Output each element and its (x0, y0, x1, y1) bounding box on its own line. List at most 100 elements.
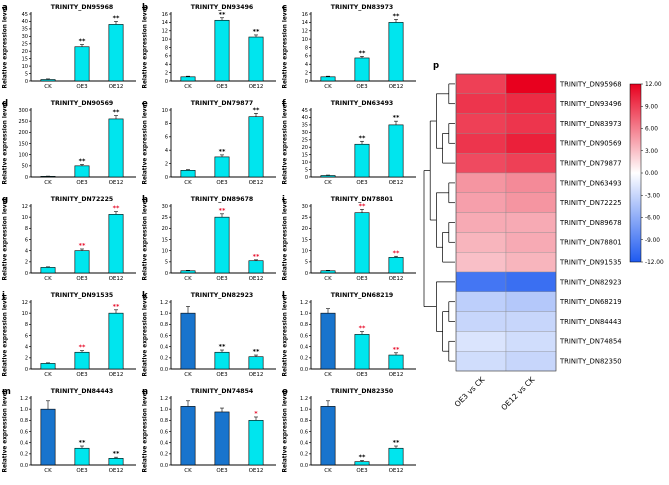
y-axis-label: Relative expression level (3, 294, 9, 376)
y-tick-label: 15 (302, 237, 308, 243)
y-tick-label: 4 (25, 344, 28, 350)
significance-mark: ** (359, 202, 366, 210)
x-tick-label: OE12 (109, 84, 124, 90)
bar-oe3 (354, 334, 370, 370)
bar-oe3 (74, 351, 90, 370)
significance-mark: ** (219, 10, 226, 18)
panel-letter: p (433, 61, 439, 71)
y-tick-label: 4 (165, 148, 168, 154)
y-tick-label: 0.2 (300, 356, 308, 362)
x-tick-label: CK (324, 276, 332, 282)
significance-mark: ** (253, 348, 260, 356)
y-tick-label: 8 (25, 322, 28, 328)
panel-l: l TRINITY_DN68219 Relative expression leve… (280, 288, 420, 384)
gene-label: TRINITY_DN91535 (559, 259, 622, 267)
x-tick-label: OE3 (216, 468, 228, 474)
gene-label: TRINITY_DN78801 (559, 239, 622, 247)
y-axis-label: Relative expression level (143, 294, 149, 376)
significance-mark: ** (113, 302, 120, 310)
y-tick-label: 1.0 (160, 311, 168, 317)
column-label: OE12 vs CK (499, 374, 537, 412)
bar-ck (320, 312, 336, 370)
y-axis-label: Relative expression level (283, 102, 289, 184)
bar-oe12 (248, 356, 264, 370)
significance-mark: ** (359, 453, 366, 461)
bar-ck (320, 406, 336, 466)
panel-letter: c (282, 3, 287, 13)
significance-mark: ** (79, 343, 86, 351)
y-tick-label: 6 (305, 54, 308, 60)
bar-ck (320, 270, 336, 274)
bar-chart-n: n TRINITY_DN74854 Relative expression leve… (142, 387, 276, 474)
x-tick-label: OE12 (249, 276, 264, 282)
heatmap-cell (505, 153, 557, 174)
panel-letter: k (142, 291, 148, 301)
y-axis-label: Relative expression level (283, 198, 289, 280)
x-tick-label: CK (44, 276, 52, 282)
y-tick-label: 25 (302, 138, 308, 144)
y-tick-label: 30 (162, 204, 168, 210)
bar-chart-h: h TRINITY_DN89678 Relative expression leve… (142, 195, 276, 282)
panel-d: d TRINITY_DN90569 Relative expression leve… (0, 96, 140, 192)
colorbar-tick-label: 6.00 (645, 127, 658, 133)
x-tick-label: OE12 (109, 276, 124, 282)
panel-letter: g (2, 195, 8, 205)
y-tick-label: 1.2 (20, 396, 28, 402)
x-tick-label: CK (184, 84, 192, 90)
heatmap-cell (505, 252, 557, 273)
gene-label: TRINITY_DN83973 (559, 120, 622, 128)
y-tick-label: 0.0 (300, 463, 308, 469)
x-tick-label: OE3 (216, 372, 228, 378)
x-tick-label: CK (44, 372, 52, 378)
panel-letter: b (142, 3, 148, 13)
y-axis-label: Relative expression level (283, 6, 289, 88)
gene-label: TRINITY_DN68219 (559, 298, 622, 306)
y-tick-label: 45 (22, 12, 28, 18)
panel-title: TRINITY_DN95968 (51, 4, 113, 11)
panel-g: g TRINITY_DN72225 Relative expression leve… (0, 192, 140, 288)
y-tick-label: 0 (25, 271, 28, 277)
y-tick-label: 0 (25, 367, 28, 373)
colorbar-tick-label: 9.00 (645, 104, 658, 110)
y-axis-label: Relative expression level (3, 6, 9, 88)
y-axis-label: Relative expression level (3, 198, 9, 280)
y-tick-label: 6 (25, 333, 28, 339)
x-tick-label: OE12 (389, 84, 404, 90)
y-axis-label: Relative expression level (283, 294, 289, 376)
y-tick-label: 15 (302, 152, 308, 158)
bar-oe3 (214, 156, 230, 178)
y-tick-label: 2 (165, 70, 168, 76)
panel-title: TRINITY_DN74854 (191, 388, 254, 395)
x-tick-label: OE3 (216, 276, 228, 282)
panel-letter: l (282, 291, 285, 301)
y-tick-label: 0.6 (20, 429, 28, 435)
y-tick-label: 10 (302, 37, 308, 43)
x-tick-label: OE12 (389, 372, 404, 378)
y-tick-label: 20 (22, 49, 28, 55)
y-tick-label: 15 (162, 237, 168, 243)
x-tick-label: OE12 (109, 180, 124, 186)
y-tick-label: 12 (162, 29, 168, 35)
significance-mark: ** (219, 147, 226, 155)
x-tick-label: OE3 (76, 468, 88, 474)
heatmap-cell (455, 172, 507, 193)
panel-c: c TRINITY_DN83973 Relative expression leve… (280, 0, 420, 96)
y-tick-label: 0.6 (160, 429, 168, 435)
heatmap-cell (455, 271, 507, 292)
y-tick-label: 0.8 (20, 418, 28, 424)
x-tick-label: OE3 (356, 372, 368, 378)
y-tick-label: 16 (302, 12, 308, 18)
y-tick-label: 12 (302, 29, 308, 35)
x-tick-label: OE3 (356, 180, 368, 186)
y-tick-label: 0 (25, 79, 28, 85)
bar-chart-e: e TRINITY_DN79877 Relative expression leve… (142, 99, 276, 186)
significance-mark: ** (219, 206, 226, 214)
y-tick-label: 30 (22, 34, 28, 40)
bar-oe3 (74, 447, 90, 466)
panel-letter: i (282, 195, 285, 205)
heatmap-cell (505, 271, 557, 292)
y-tick-label: 100 (18, 152, 28, 158)
heatmap-cell (505, 351, 557, 372)
heatmap-cell (505, 192, 557, 213)
y-tick-label: 0.6 (160, 333, 168, 339)
